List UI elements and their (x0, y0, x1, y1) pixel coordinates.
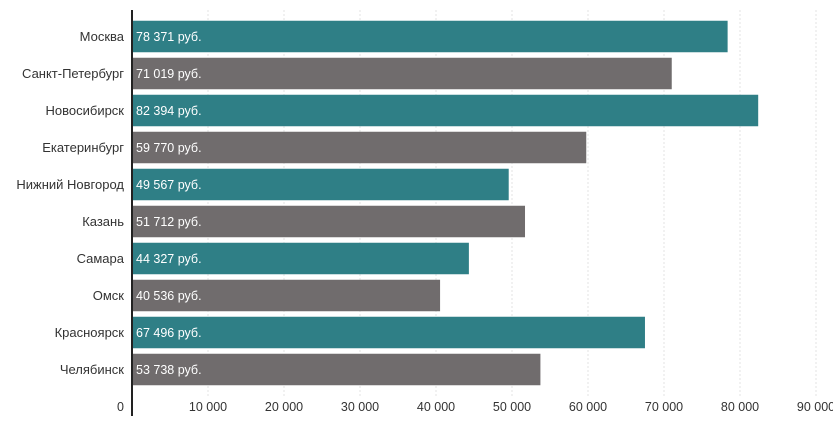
bar (132, 131, 587, 164)
category-label: Казань (82, 214, 124, 229)
bar (132, 168, 509, 201)
x-tick-label: 70 000 (645, 400, 683, 414)
bar (132, 353, 541, 386)
bar-value-label: 71 019 руб. (136, 67, 202, 81)
bar (132, 94, 759, 127)
x-tick-label: 90 000 (797, 400, 833, 414)
bar-value-label: 59 770 руб. (136, 141, 202, 155)
x-tick-label: 80 000 (721, 400, 759, 414)
category-label: Новосибирск (46, 103, 125, 118)
bar-value-label: 44 327 руб. (136, 252, 202, 266)
bar-value-label: 67 496 руб. (136, 326, 202, 340)
x-tick-label: 0 (117, 400, 124, 414)
x-tick-label: 20 000 (265, 400, 303, 414)
category-label: Челябинск (60, 362, 124, 377)
category-label: Санкт-Петербург (22, 66, 124, 81)
bar-value-label: 53 738 руб. (136, 363, 202, 377)
bar-value-label: 51 712 руб. (136, 215, 202, 229)
bar-value-label: 78 371 руб. (136, 30, 202, 44)
x-tick-label: 40 000 (417, 400, 455, 414)
bars: 78 371 руб. Москва 71 019 руб. Санкт-Петерб… (16, 20, 759, 386)
bar (132, 57, 672, 90)
bar (132, 316, 645, 349)
category-label: Москва (80, 29, 125, 44)
x-tick-label: 50 000 (493, 400, 531, 414)
category-label: Нижний Новгород (16, 177, 124, 192)
bar (132, 279, 441, 312)
bar-value-label: 82 394 руб. (136, 104, 202, 118)
category-label: Самара (77, 251, 125, 266)
category-label: Омск (93, 288, 125, 303)
x-tick-label: 60 000 (569, 400, 607, 414)
x-tick-label: 10 000 (189, 400, 227, 414)
category-label: Красноярск (55, 325, 125, 340)
bar (132, 242, 469, 275)
category-label: Екатеринбург (42, 140, 124, 155)
x-tick-label: 30 000 (341, 400, 379, 414)
bar (132, 20, 728, 53)
bar-value-label: 49 567 руб. (136, 178, 202, 192)
bar-value-label: 40 536 руб. (136, 289, 202, 303)
x-tick-labels: 0 10 000 20 000 30 000 40 000 50 000 60 000 70 … (117, 400, 833, 414)
bar (132, 205, 526, 238)
